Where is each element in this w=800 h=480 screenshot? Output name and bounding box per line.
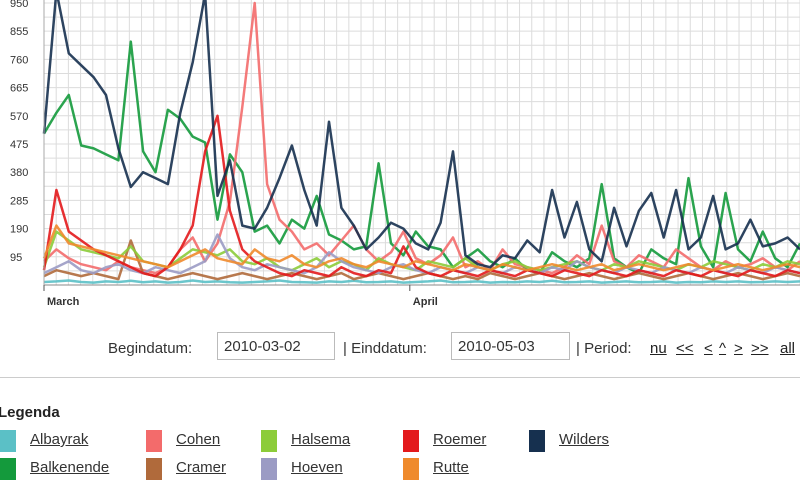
chart-grid — [43, 0, 800, 285]
period-last-link[interactable]: >> — [751, 340, 769, 357]
legend-label: Balkenende — [30, 459, 110, 476]
period-next-link[interactable]: > — [734, 340, 743, 357]
legend-swatch — [261, 430, 277, 452]
period-prev-link[interactable]: < — [704, 340, 713, 357]
legend-swatch — [403, 430, 419, 452]
y-tick-label: 190 — [10, 224, 28, 236]
series-line-wilders — [42, 0, 800, 269]
period-up-link[interactable]: ^ — [719, 340, 727, 357]
y-tick-label: 570 — [10, 111, 28, 123]
legend-label: Albayrak — [30, 431, 89, 448]
period-all-link[interactable]: all — [780, 340, 796, 357]
legend-label: Hoeven — [291, 459, 343, 476]
y-tick-label: 665 — [10, 83, 28, 95]
period-label: | Period: — [576, 340, 632, 357]
series-line-hoeven — [43, 233, 800, 275]
legend-title: Legenda — [0, 404, 60, 421]
y-tick-label: 380 — [10, 167, 28, 179]
legend-item-hoeven[interactable]: Hoeven — [261, 458, 361, 480]
legend-swatch — [146, 430, 162, 452]
legend-label: Roemer — [433, 431, 487, 448]
legend-item-wilders[interactable]: Wilders — [529, 430, 629, 452]
y-tick-label: 95 — [10, 252, 22, 264]
series-line-rutte — [42, 224, 800, 272]
end-date-input[interactable] — [451, 332, 570, 360]
legend-item-rutte[interactable]: Rutte — [403, 458, 503, 480]
legend-item-cohen[interactable]: Cohen — [146, 430, 236, 452]
legend-swatch — [403, 458, 419, 480]
legend-label: Rutte — [433, 459, 469, 476]
line-chart: 95 190 285 380 475 570 665 760 855 950 March April — [10, 0, 800, 308]
legend-item-albayrak[interactable]: Albayrak — [0, 430, 110, 452]
legend-label: Cramer — [176, 459, 227, 476]
x-tick-label: March — [47, 296, 80, 308]
chart-series — [42, 0, 800, 284]
period-first-link[interactable]: << — [676, 340, 694, 357]
chart-axes: 95 190 285 380 475 570 665 760 855 950 March April — [10, 0, 800, 308]
x-tick-label: April — [413, 296, 438, 308]
legend-item-cramer[interactable]: Cramer — [146, 458, 246, 480]
legend-swatch — [146, 458, 162, 480]
legend-label: Wilders — [559, 431, 610, 448]
legend-label: Halsema — [291, 431, 351, 448]
y-tick-label: 760 — [10, 54, 28, 66]
legend-swatch — [0, 458, 16, 480]
begin-date-label: Begindatum: — [108, 340, 193, 357]
series-line-balkenende — [42, 40, 800, 275]
series-line-roemer — [42, 114, 800, 278]
legend-item-balkenende[interactable]: Balkenende — [0, 458, 130, 480]
legend-item-halsema[interactable]: Halsema — [261, 430, 371, 452]
legend-swatch — [529, 430, 545, 452]
date-controls: Begindatum: | Einddatum: | Period: nu <<… — [0, 330, 800, 366]
legend-swatch — [261, 458, 277, 480]
legend-label: Cohen — [176, 431, 221, 448]
series-line-cramer — [43, 239, 800, 281]
begin-date-input[interactable] — [217, 332, 335, 360]
period-now-link[interactable]: nu — [650, 340, 667, 357]
divider — [0, 377, 800, 378]
y-tick-label: 475 — [10, 139, 28, 151]
y-tick-label: 285 — [10, 195, 28, 207]
y-tick-label: 950 — [10, 0, 28, 10]
legend-swatch — [0, 430, 16, 452]
chart-svg: 95 190 285 380 475 570 665 760 855 950 March April — [10, 0, 800, 308]
end-date-label: | Einddatum: — [343, 340, 427, 357]
legend-item-roemer[interactable]: Roemer — [403, 430, 503, 452]
series-line-albayrak — [43, 279, 800, 284]
y-tick-label: 855 — [10, 26, 28, 38]
